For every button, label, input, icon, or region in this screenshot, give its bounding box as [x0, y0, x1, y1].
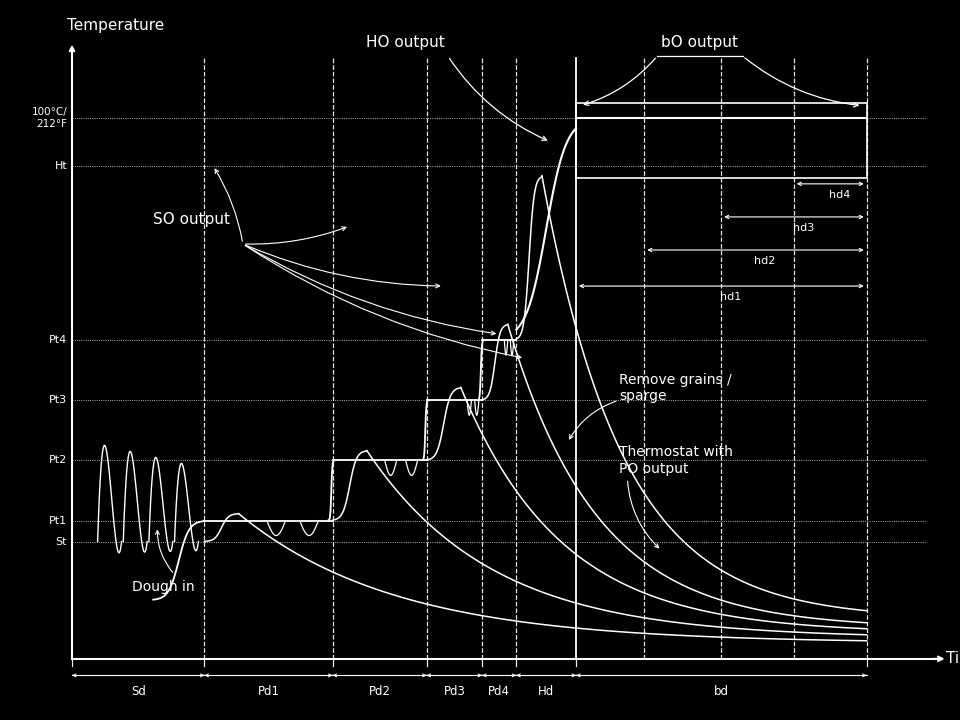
- Text: Temperature: Temperature: [67, 18, 164, 32]
- Text: Pt2: Pt2: [49, 456, 67, 465]
- Text: hd1: hd1: [720, 292, 741, 302]
- Text: St: St: [56, 536, 67, 546]
- Text: hd4: hd4: [829, 189, 851, 199]
- Text: Hd: Hd: [538, 685, 554, 698]
- Text: Remove grains /
sparge: Remove grains / sparge: [619, 373, 732, 403]
- Text: Pd3: Pd3: [444, 685, 466, 698]
- Text: hd2: hd2: [755, 256, 776, 266]
- Text: Pt3: Pt3: [49, 395, 67, 405]
- Text: HO output: HO output: [366, 35, 444, 50]
- Text: Ht: Ht: [55, 161, 67, 171]
- Text: bO output: bO output: [661, 35, 738, 50]
- Text: Sd: Sd: [131, 685, 146, 698]
- Text: Pd1: Pd1: [257, 685, 279, 698]
- Text: Pd2: Pd2: [369, 685, 391, 698]
- Text: Dough in: Dough in: [132, 580, 195, 594]
- Text: Pt1: Pt1: [49, 516, 67, 526]
- Text: Time: Time: [946, 652, 960, 666]
- Text: 100°C/
212°F: 100°C/ 212°F: [32, 107, 67, 128]
- Text: Pd4: Pd4: [489, 685, 510, 698]
- Text: hd3: hd3: [793, 222, 814, 233]
- Text: Pt4: Pt4: [49, 336, 67, 345]
- Text: Thermostat with
PO output: Thermostat with PO output: [619, 445, 732, 475]
- Text: SO output: SO output: [154, 212, 230, 228]
- Text: bd: bd: [714, 685, 729, 698]
